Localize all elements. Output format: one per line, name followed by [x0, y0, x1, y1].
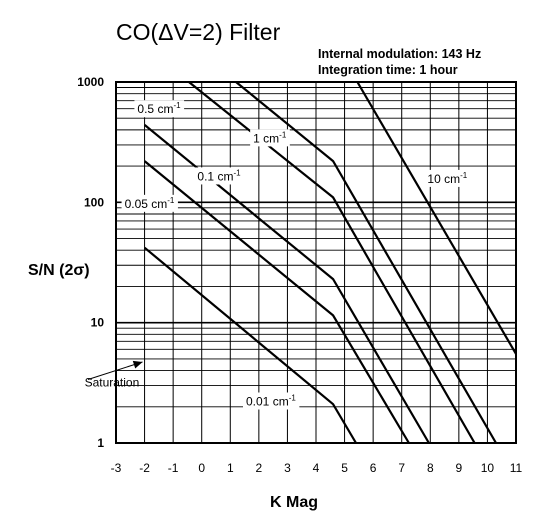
saturation-arrow-line	[87, 361, 143, 380]
series-label-bg	[243, 392, 300, 410]
series-line	[188, 81, 476, 444]
x-tick-label: 6	[370, 461, 377, 475]
series-label-superscript: -1	[173, 101, 181, 110]
x-tick-label: -2	[139, 461, 150, 475]
series-label: 0.05 cm-1	[125, 196, 175, 211]
series-lines	[143, 81, 517, 444]
series-line	[143, 160, 410, 444]
series-label: 1 cm-1	[253, 130, 287, 145]
y-tick-label: 10	[91, 316, 105, 330]
x-tick-labels: -3 -2 -1 0 1 2 3 4 5 6 7 8 9 10 11	[111, 461, 523, 475]
series-label: 0.01 cm-1	[246, 393, 296, 408]
series-line	[143, 246, 357, 444]
chart-title: CO(ΔV=2) Filter	[116, 19, 281, 45]
x-axis-label: K Mag	[270, 494, 318, 511]
modulation-note: Internal modulation: 143 Hz	[318, 47, 481, 61]
series-label-superscript: -1	[167, 196, 175, 205]
annotations: Saturation	[85, 360, 143, 389]
y-tick-labels: 1 10 100 1000	[77, 75, 104, 450]
x-tick-label: 4	[313, 461, 320, 475]
saturation-label: Saturation	[85, 375, 140, 389]
x-tick-label: 8	[427, 461, 434, 475]
x-tick-label: -3	[111, 461, 122, 475]
series-label: 10 cm-1	[427, 171, 467, 186]
y-tick-label: 100	[84, 195, 104, 209]
series-label: 0.1 cm-1	[197, 168, 241, 183]
series-labels: 0.01 cm-1 0.05 cm-1 0.1 cm-1 0.5 cm-1 1 cm-1…	[121, 100, 471, 410]
x-tick-label: 10	[481, 461, 495, 475]
integration-note: Integration time: 1 hour	[318, 63, 458, 77]
series-line	[235, 81, 497, 444]
x-tick-label: 5	[341, 461, 348, 475]
series-label-bg	[424, 169, 471, 187]
x-tick-label: 0	[198, 461, 205, 475]
series-label-bg	[134, 100, 185, 118]
y-axis-label: S/N (2σ)	[28, 262, 90, 279]
x-tick-label: 9	[456, 461, 463, 475]
series-label: 0.5 cm-1	[137, 101, 181, 116]
y-tick-label: 1	[97, 436, 104, 450]
series-label-bg	[121, 194, 178, 212]
series-label-superscript: -1	[289, 393, 297, 402]
x-tick-label: 11	[510, 461, 523, 475]
series-label-superscript: -1	[279, 130, 287, 139]
y-tick-label: 1000	[77, 75, 104, 89]
series-label-bg	[194, 167, 245, 185]
saturation-arrow-head	[132, 360, 143, 369]
x-tick-label: 1	[227, 461, 234, 475]
plot-frame	[115, 81, 517, 444]
x-tick-label: -1	[168, 461, 179, 475]
series-label-superscript: -1	[233, 168, 241, 177]
series-line	[356, 81, 517, 355]
series-label-bg	[250, 129, 290, 147]
x-tick-label: 7	[398, 461, 405, 475]
x-tick-label: 2	[256, 461, 263, 475]
series-label-superscript: -1	[460, 171, 468, 180]
x-tick-label: 3	[284, 461, 291, 475]
